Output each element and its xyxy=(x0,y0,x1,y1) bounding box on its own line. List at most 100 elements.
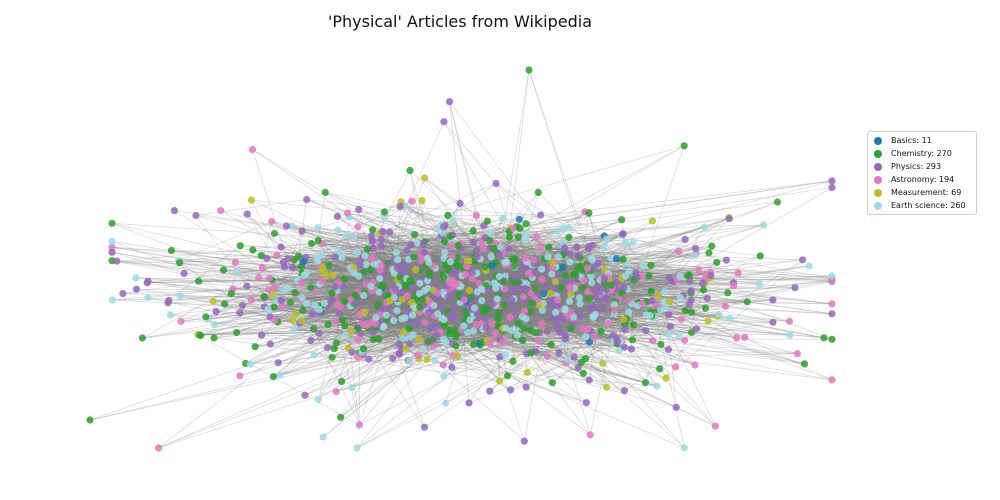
graph-node xyxy=(377,242,385,250)
graph-node xyxy=(419,240,427,248)
graph-edge xyxy=(555,271,711,320)
graph-node xyxy=(734,269,742,277)
graph-node xyxy=(619,230,627,238)
graph-node xyxy=(525,66,533,74)
graph-edge xyxy=(337,303,374,340)
graph-node xyxy=(368,255,376,263)
graph-node xyxy=(676,294,685,302)
graph-node xyxy=(369,226,377,234)
graph-node xyxy=(154,444,163,452)
graph-edge xyxy=(454,283,760,331)
graph-node xyxy=(699,279,707,287)
graph-node xyxy=(331,253,339,261)
graph-node xyxy=(566,258,574,266)
graph-node xyxy=(570,353,578,361)
graph-node xyxy=(496,353,504,361)
graph-edge xyxy=(418,247,565,294)
graph-node xyxy=(514,320,522,328)
graph-edge xyxy=(695,253,833,279)
graph-node xyxy=(221,300,229,308)
graph-node xyxy=(628,336,637,344)
graph-edge xyxy=(242,305,455,331)
graph-edge xyxy=(479,344,798,355)
graph-edge xyxy=(224,303,538,341)
graph-node xyxy=(579,369,587,377)
graph-node xyxy=(567,324,575,332)
graph-node xyxy=(507,386,515,394)
graph-edge xyxy=(301,295,390,321)
graph-node xyxy=(755,280,763,288)
graph-node xyxy=(538,265,546,273)
graph-node xyxy=(314,224,322,232)
graph-node xyxy=(681,235,689,244)
graph-edge xyxy=(585,277,670,338)
graph-edge xyxy=(336,290,692,392)
graph-node xyxy=(337,303,345,311)
graph-node xyxy=(560,244,569,252)
graph-node xyxy=(409,331,417,339)
graph-edge xyxy=(491,323,558,326)
graph-edge xyxy=(449,224,764,283)
graph-edge xyxy=(317,192,326,241)
graph-node xyxy=(618,216,626,224)
graph-node xyxy=(662,374,670,382)
graph-node xyxy=(334,247,342,255)
graph-node xyxy=(799,256,807,264)
graph-node xyxy=(303,195,311,204)
graph-node xyxy=(589,313,598,321)
graph-edge xyxy=(322,267,402,294)
graph-node xyxy=(513,331,521,339)
graph-edge xyxy=(627,262,833,340)
graph-edge xyxy=(424,263,709,279)
graph-edge xyxy=(463,297,552,346)
graph-node xyxy=(396,203,404,211)
graph-node xyxy=(289,263,297,272)
graph-node xyxy=(415,335,423,343)
graph-node xyxy=(351,291,359,299)
graph-node xyxy=(472,211,480,219)
graph-node xyxy=(330,345,338,353)
graph-edge xyxy=(322,267,609,323)
graph-node xyxy=(528,299,536,307)
graph-edge xyxy=(558,256,612,259)
graph-node xyxy=(470,304,479,312)
graph-node xyxy=(314,395,322,404)
graph-node xyxy=(675,331,683,339)
graph-node xyxy=(367,282,375,290)
graph-edge xyxy=(504,288,708,299)
graph-node xyxy=(654,291,662,299)
graph-node xyxy=(196,331,204,339)
graph-node xyxy=(412,266,420,274)
graph-edge xyxy=(356,291,665,449)
graph-edge xyxy=(495,183,522,268)
graph-edge xyxy=(624,253,697,325)
graph-edge xyxy=(240,245,592,259)
graph-edge xyxy=(195,215,609,274)
graph-node xyxy=(248,145,257,154)
graph-node xyxy=(630,276,638,284)
graph-edge xyxy=(707,259,803,322)
graph-node xyxy=(425,259,433,267)
graph-node xyxy=(380,213,388,222)
graph-node xyxy=(507,327,516,335)
graph-edge xyxy=(360,323,574,335)
graph-node xyxy=(354,336,362,344)
graph-edge xyxy=(357,328,484,358)
graph-node xyxy=(375,288,383,296)
graph-edge xyxy=(346,234,560,354)
graph-edge xyxy=(428,219,454,291)
graph-edge xyxy=(384,211,451,284)
graph-node xyxy=(280,287,288,295)
graph-edge xyxy=(526,298,629,320)
graph-node xyxy=(411,231,419,239)
graph-edge xyxy=(515,335,536,352)
graph-node xyxy=(338,253,346,261)
graph-edge xyxy=(591,259,692,313)
graph-node xyxy=(478,297,486,305)
graph-node xyxy=(585,209,593,217)
graph-node xyxy=(408,311,417,319)
graph-node xyxy=(460,296,468,304)
graph-node xyxy=(692,325,701,333)
graph-edge xyxy=(495,242,706,275)
graph-node xyxy=(599,359,607,368)
